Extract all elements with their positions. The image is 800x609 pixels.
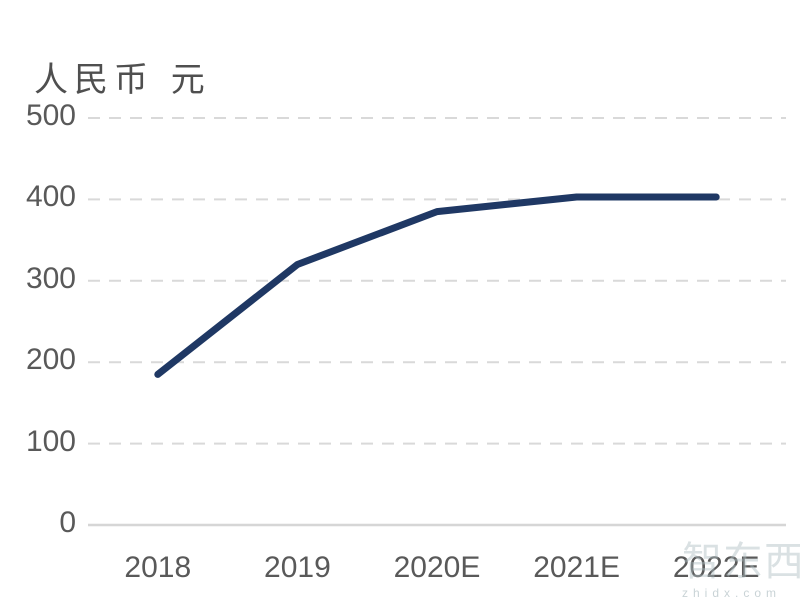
x-tick-label: 2021E [533,551,620,584]
y-tick-label: 100 [25,424,76,458]
chart-title: 人民币 元 [34,60,211,100]
x-tick-label: 2018 [124,551,192,584]
y-tick-label: 500 [25,99,76,132]
y-tick-label: 200 [25,343,76,377]
x-tick-label: 2020E [393,551,481,584]
x-tick-label: 2019 [264,551,331,584]
y-tick-label: 400 [25,180,76,214]
x-tick-label: 2022E [672,551,760,584]
data-line-series [154,193,720,378]
y-tick-label: 0 [59,506,76,539]
y-tick-label: 300 [25,261,76,295]
